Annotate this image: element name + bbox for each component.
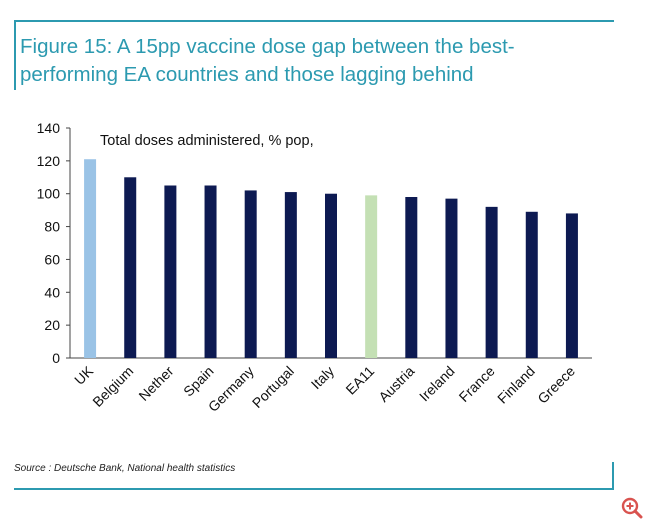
x-tick-label: Nether bbox=[135, 363, 176, 404]
bar-greece bbox=[565, 213, 578, 358]
left-border-tick bbox=[14, 20, 16, 90]
bar-finland bbox=[525, 211, 538, 358]
y-tick-label: 80 bbox=[44, 219, 60, 235]
x-tick-label: Spain bbox=[180, 363, 217, 400]
x-tick-label: Ireland bbox=[416, 363, 458, 405]
y-tick-label: 60 bbox=[44, 251, 60, 267]
bottom-rule bbox=[14, 488, 614, 490]
bar-belgium bbox=[124, 177, 137, 358]
bar-spain bbox=[204, 185, 217, 358]
x-tick-label: Austria bbox=[375, 363, 417, 405]
y-tick-label: 100 bbox=[37, 186, 61, 202]
chart-annotation: Total doses administered, % pop, bbox=[100, 133, 314, 149]
x-tick-label: Italy bbox=[308, 363, 337, 392]
bar-ireland bbox=[445, 198, 458, 358]
x-tick-label: Belgium bbox=[89, 363, 136, 410]
source-note: Source : Deutsche Bank, National health … bbox=[14, 463, 236, 474]
bar-italy bbox=[325, 193, 337, 358]
x-tick-label: UK bbox=[71, 362, 97, 388]
top-rule bbox=[14, 20, 614, 22]
bar-ea11 bbox=[365, 195, 378, 358]
bar-uk bbox=[84, 159, 97, 358]
figure-title: Figure 15: A 15pp vaccine dose gap betwe… bbox=[20, 35, 515, 86]
y-tick-label: 0 bbox=[52, 350, 60, 366]
bar-france bbox=[485, 206, 498, 358]
x-tick-label: Greece bbox=[534, 363, 578, 407]
bar-germany bbox=[244, 190, 257, 358]
y-tick-label: 120 bbox=[37, 153, 61, 169]
x-tick-label: Portugal bbox=[249, 363, 297, 411]
y-tick-label: 40 bbox=[44, 284, 60, 300]
x-tick-label: Finland bbox=[494, 363, 538, 407]
x-tick-label: EA11 bbox=[342, 363, 377, 398]
zoom-in-icon[interactable] bbox=[620, 496, 644, 520]
y-tick-label: 140 bbox=[37, 120, 61, 136]
x-tick-label: France bbox=[456, 363, 498, 405]
bar-austria bbox=[405, 197, 418, 358]
bar-portugal bbox=[284, 192, 297, 358]
right-border-tick bbox=[612, 462, 614, 490]
bar-nether bbox=[164, 185, 177, 358]
y-tick-label: 20 bbox=[44, 317, 60, 333]
